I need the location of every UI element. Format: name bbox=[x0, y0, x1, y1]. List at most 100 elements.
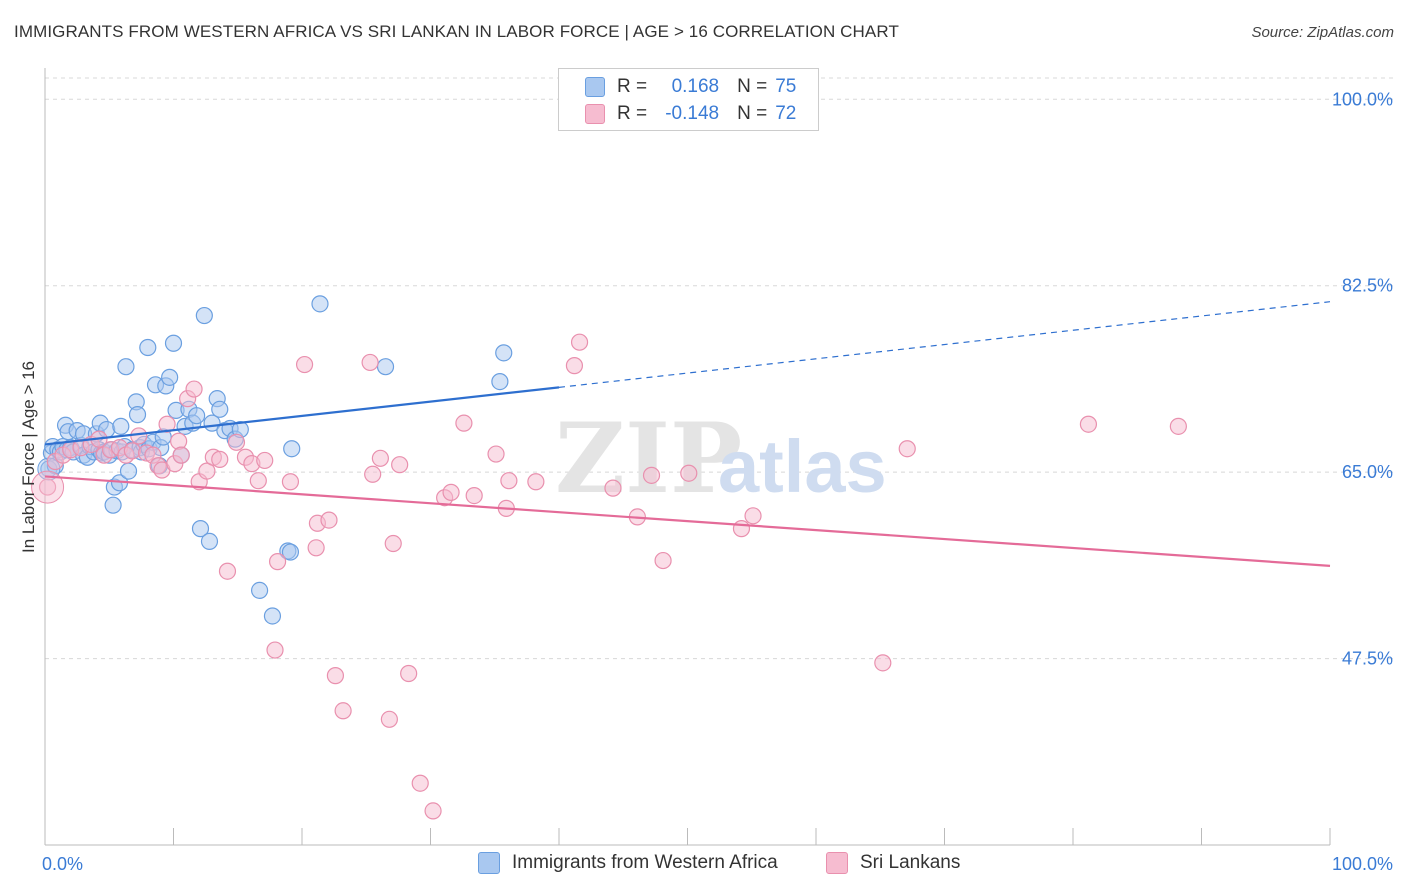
data-point-sri-lankans bbox=[424, 802, 442, 820]
legend-n-value: 72 bbox=[775, 103, 797, 124]
legend-r-value: 0.168 bbox=[671, 76, 720, 97]
data-point-sri-lankans bbox=[380, 710, 398, 728]
x-tick-label: 0.0% bbox=[42, 854, 83, 874]
grid-lines bbox=[45, 77, 1393, 660]
data-point-western-africa bbox=[495, 344, 513, 362]
legend-n-label: N = bbox=[737, 103, 768, 124]
trend-line-western-africa bbox=[44, 386, 560, 446]
y-tick-label: 65.0% bbox=[1342, 462, 1393, 482]
data-point-western-africa bbox=[195, 306, 213, 325]
data-point-sri-lankans bbox=[218, 562, 237, 580]
data-point-sri-lankans bbox=[400, 664, 418, 683]
data-point-western-africa bbox=[283, 440, 301, 458]
data-point-western-africa bbox=[211, 400, 229, 418]
data-point-sri-lankans bbox=[158, 415, 176, 433]
data-point-sri-lankans bbox=[1169, 417, 1187, 435]
data-point-sri-lankans bbox=[281, 473, 300, 491]
data-point-sri-lankans bbox=[307, 539, 325, 557]
data-point-sri-lankans bbox=[326, 667, 345, 685]
data-point-sri-lankans bbox=[465, 486, 483, 505]
cluster-marker-sri-lankans bbox=[31, 470, 65, 504]
bottom-legend-label: Sri Lankans bbox=[860, 852, 961, 873]
data-point-sri-lankans bbox=[384, 534, 402, 553]
data-point-sri-lankans bbox=[361, 353, 379, 372]
bottom-legend-label: Immigrants from Western Africa bbox=[512, 852, 778, 873]
data-point-western-africa bbox=[139, 338, 157, 357]
chart-title: IMMIGRANTS FROM WESTERN AFRICA VS SRI LA… bbox=[14, 22, 899, 41]
watermark: ZIP atlas bbox=[555, 402, 887, 515]
trend-line-western-africa-projected bbox=[558, 301, 1331, 388]
data-point-sri-lankans bbox=[211, 450, 229, 468]
data-point-western-africa bbox=[104, 496, 122, 514]
data-point-sri-lankans bbox=[170, 432, 188, 450]
data-point-sri-lankans bbox=[185, 380, 203, 398]
data-point-western-africa bbox=[263, 607, 282, 625]
series-sri-lankans bbox=[31, 333, 1187, 820]
data-point-sri-lankans bbox=[320, 511, 338, 529]
bottom-legend-swatch-blue bbox=[478, 852, 500, 874]
data-point-sri-lankans bbox=[266, 641, 284, 659]
data-point-sri-lankans bbox=[249, 472, 267, 490]
data-point-western-africa bbox=[119, 462, 138, 480]
data-point-sri-lankans bbox=[198, 462, 216, 480]
data-point-sri-lankans bbox=[172, 446, 190, 464]
data-point-sri-lankans bbox=[442, 483, 460, 501]
tick-labels: 47.5% 65.0% 82.5% 100.0% 0.0% 100.0% bbox=[42, 89, 1393, 874]
legend-n-value: 75 bbox=[775, 76, 797, 97]
data-point-western-africa bbox=[191, 520, 210, 538]
data-point-sri-lankans bbox=[570, 333, 589, 351]
legend-r-value: -0.148 bbox=[665, 103, 720, 124]
legend-swatch-pink bbox=[585, 104, 605, 124]
data-point-western-africa bbox=[281, 543, 300, 561]
data-point-sri-lankans bbox=[604, 479, 622, 497]
legend-row-pink: R = -0.148 N = 72 bbox=[585, 101, 796, 127]
y-axis-label: In Labor Force | Age > 16 bbox=[19, 361, 38, 553]
data-point-sri-lankans bbox=[334, 702, 352, 720]
x-tick-label: 100.0% bbox=[1332, 854, 1393, 874]
watermark-zip: ZIP bbox=[555, 402, 742, 515]
data-point-western-africa bbox=[164, 334, 183, 352]
data-point-sri-lankans bbox=[898, 440, 916, 458]
trend-lines bbox=[44, 301, 1331, 567]
legend-r-label: R = bbox=[617, 76, 648, 97]
data-point-sri-lankans bbox=[487, 445, 505, 463]
y-tick-label: 100.0% bbox=[1332, 89, 1393, 109]
data-point-sri-lankans bbox=[130, 427, 148, 445]
data-point-sri-lankans bbox=[455, 414, 473, 432]
data-point-western-africa bbox=[188, 407, 206, 425]
data-point-sri-lankans bbox=[732, 520, 751, 538]
data-point-sri-lankans bbox=[227, 433, 246, 451]
data-point-sri-lankans bbox=[391, 456, 409, 474]
bottom-legend-swatch-pink bbox=[826, 852, 848, 874]
source-label: Source: ZipAtlas.com bbox=[1251, 24, 1394, 41]
legend-swatch-blue bbox=[585, 77, 605, 97]
data-point-sri-lankans bbox=[371, 449, 389, 467]
data-point-sri-lankans bbox=[874, 654, 892, 672]
data-point-sri-lankans bbox=[411, 774, 429, 792]
data-point-western-africa bbox=[112, 417, 130, 435]
legend-row-blue: R = 0.168 N = 75 bbox=[585, 74, 796, 100]
data-point-sri-lankans bbox=[500, 472, 518, 490]
data-point-sri-lankans bbox=[565, 357, 584, 375]
data-point-sri-lankans bbox=[256, 451, 274, 470]
data-point-sri-lankans bbox=[1079, 415, 1098, 433]
data-point-sri-lankans bbox=[527, 473, 545, 491]
data-point-western-africa bbox=[311, 295, 329, 313]
legend-n-label: N = bbox=[737, 76, 768, 97]
data-point-sri-lankans bbox=[642, 466, 661, 484]
data-point-western-africa bbox=[128, 406, 147, 424]
data-point-sri-lankans bbox=[654, 551, 672, 570]
data-point-sri-lankans bbox=[295, 355, 314, 374]
legend-r-label: R = bbox=[617, 103, 648, 124]
data-point-western-africa bbox=[491, 373, 509, 391]
data-point-western-africa bbox=[250, 581, 269, 599]
y-tick-label: 47.5% bbox=[1342, 649, 1393, 669]
data-point-sri-lankans bbox=[123, 442, 141, 460]
data-point-western-africa bbox=[376, 358, 395, 376]
data-point-western-africa bbox=[200, 532, 219, 550]
y-tick-label: 82.5% bbox=[1342, 276, 1393, 296]
bottom-legend-item-sri-lankans: Sri Lankans bbox=[826, 852, 960, 874]
bottom-legend-item-western-africa: Immigrants from Western Africa bbox=[478, 852, 778, 874]
data-point-sri-lankans bbox=[38, 478, 57, 496]
